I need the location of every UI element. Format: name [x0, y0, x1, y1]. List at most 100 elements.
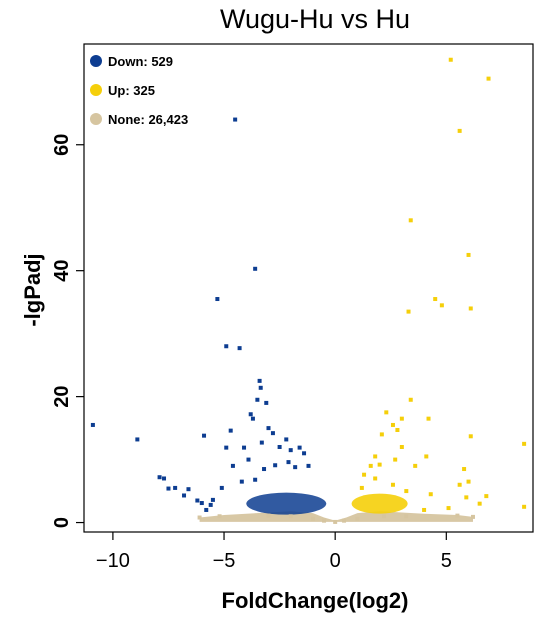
- down-point: [166, 486, 171, 491]
- down-point: [253, 477, 258, 482]
- x-tick-label: −5: [213, 550, 236, 572]
- up-point: [522, 441, 527, 446]
- up-point: [424, 454, 429, 459]
- data-points: [90, 57, 527, 524]
- up-point: [433, 297, 438, 302]
- down-point: [237, 346, 242, 351]
- up-point: [486, 76, 491, 81]
- down-point: [90, 422, 95, 427]
- up-point: [362, 472, 367, 477]
- down-point: [239, 479, 244, 484]
- down-point: [277, 444, 282, 449]
- up-point: [377, 462, 382, 467]
- down-point: [250, 416, 255, 421]
- up-point: [399, 444, 404, 449]
- up-point: [462, 467, 467, 472]
- down-point: [288, 448, 293, 453]
- down-point: [270, 431, 275, 436]
- up-point: [399, 416, 404, 421]
- down-point: [253, 266, 258, 271]
- up-point: [359, 485, 364, 490]
- down-point: [202, 433, 207, 438]
- up-point: [384, 410, 389, 415]
- up-point: [368, 463, 373, 468]
- up-point: [390, 422, 395, 427]
- legend-label: None: 26,423: [108, 112, 188, 127]
- up-point: [439, 303, 444, 308]
- up-point: [522, 504, 527, 509]
- down-point: [259, 440, 264, 445]
- down-dense-cluster: [246, 492, 327, 515]
- none-point: [470, 514, 475, 519]
- up-point: [477, 501, 482, 506]
- down-point: [204, 507, 209, 512]
- down-point: [242, 445, 247, 450]
- legend-label: Up: 325: [108, 83, 155, 98]
- none-point: [266, 513, 271, 518]
- y-axis-label: -lgPadj: [20, 253, 45, 326]
- down-point: [199, 501, 204, 506]
- up-point: [408, 397, 413, 402]
- x-tick-label: 5: [441, 550, 452, 572]
- none-point: [333, 519, 338, 524]
- up-point: [457, 128, 462, 133]
- down-point: [306, 463, 311, 468]
- up-point: [468, 306, 473, 311]
- down-point: [224, 344, 229, 349]
- none-point: [355, 516, 360, 521]
- down-point: [246, 457, 251, 462]
- down-point: [186, 487, 191, 492]
- down-point: [273, 463, 278, 468]
- up-point: [390, 482, 395, 487]
- x-tick-label: 0: [330, 550, 341, 572]
- none-point: [404, 514, 409, 519]
- down-point: [266, 426, 271, 431]
- up-point: [413, 463, 418, 468]
- up-point: [484, 494, 489, 499]
- down-point: [228, 428, 233, 433]
- up-point: [406, 309, 411, 314]
- none-point: [322, 518, 327, 523]
- up-point: [466, 252, 471, 257]
- x-tick-label: −10: [96, 550, 130, 572]
- none-point: [342, 518, 347, 523]
- down-point: [230, 463, 235, 468]
- down-point: [173, 485, 178, 490]
- up-point: [428, 492, 433, 497]
- down-point: [224, 445, 229, 450]
- none-point: [288, 514, 293, 519]
- up-point: [379, 432, 384, 437]
- up-point: [457, 482, 462, 487]
- none-point: [455, 513, 460, 518]
- down-point: [264, 400, 269, 405]
- down-point: [182, 493, 187, 498]
- down-point: [297, 445, 302, 450]
- down-point: [284, 437, 289, 442]
- down-point: [195, 498, 200, 503]
- legend: Down: 529 Up: 325 None: 26,423: [90, 54, 188, 127]
- up-point: [448, 57, 453, 62]
- up-point: [373, 476, 378, 481]
- legend-marker: [90, 113, 102, 125]
- up-point: [408, 218, 413, 223]
- y-tick-label: 0: [51, 517, 73, 528]
- y-tick-label: 60: [51, 134, 73, 156]
- none-point: [217, 514, 222, 519]
- up-point: [446, 506, 451, 511]
- plot-frame: [83, 43, 534, 533]
- down-point: [208, 502, 213, 507]
- up-point: [393, 457, 398, 462]
- down-point: [210, 497, 215, 502]
- y-tick-label: 40: [51, 260, 73, 282]
- up-point: [466, 479, 471, 484]
- chart-title: Wugu-Hu vs Hu: [220, 4, 410, 34]
- down-point: [219, 485, 224, 490]
- none-point: [197, 515, 202, 520]
- down-point: [157, 475, 162, 480]
- none-point: [310, 516, 315, 521]
- down-point: [258, 385, 263, 390]
- up-point: [395, 427, 400, 432]
- down-point: [302, 451, 307, 456]
- legend-marker: [90, 55, 102, 67]
